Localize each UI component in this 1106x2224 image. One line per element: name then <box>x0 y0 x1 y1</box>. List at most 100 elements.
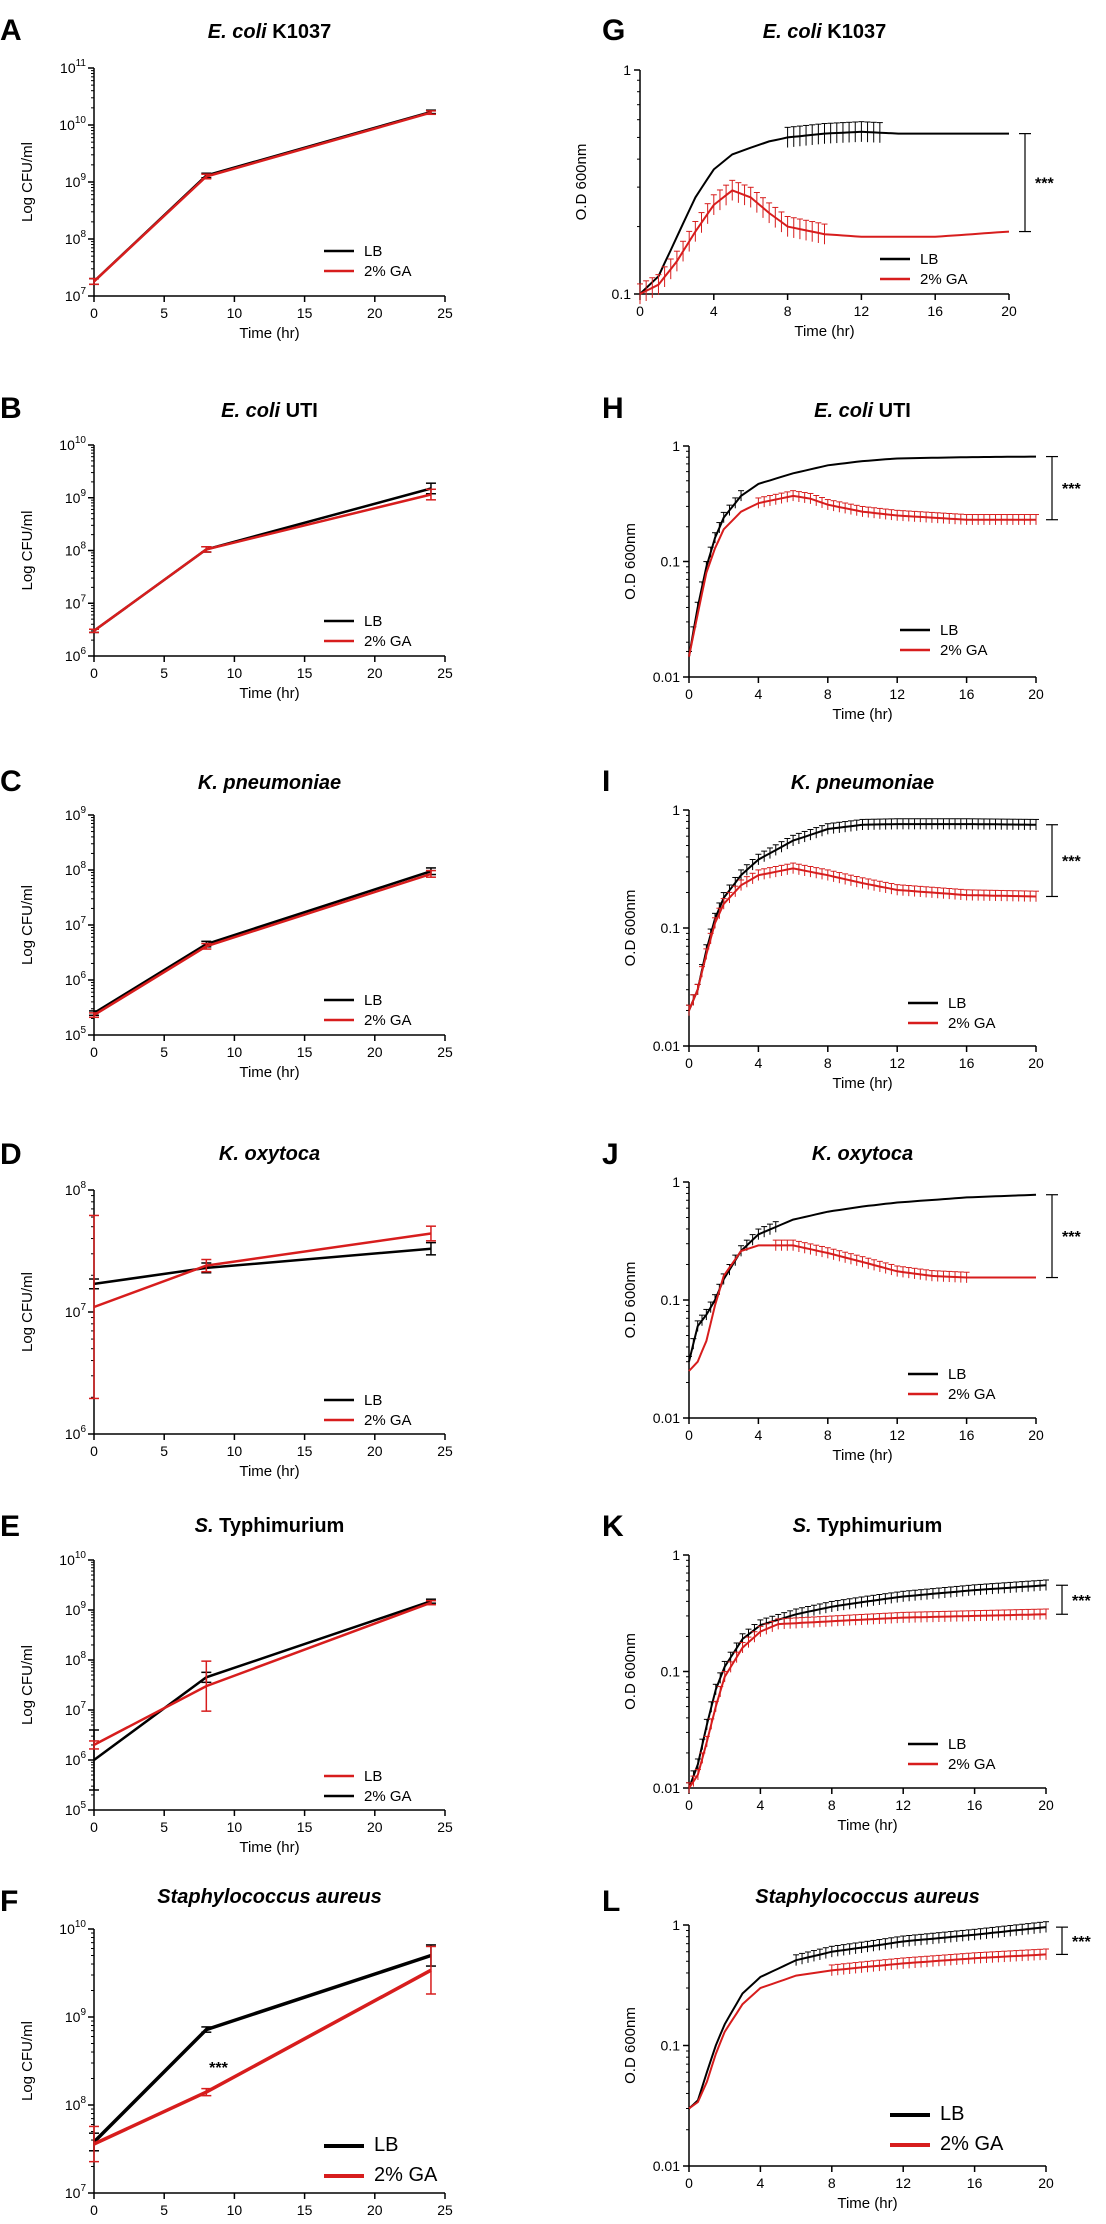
legend-label: LB <box>948 1736 966 1753</box>
y-tick-label: 1 <box>672 1917 680 1933</box>
x-tick-label: 16 <box>959 1427 975 1443</box>
y-axis-label: Log CFU/ml <box>19 510 36 590</box>
y-tick-label: 109 <box>65 488 87 506</box>
series-lb <box>688 1921 1049 2110</box>
series-line <box>93 493 432 632</box>
title-strain: K1037 <box>267 21 332 43</box>
y-tick-label: 108 <box>65 2095 87 2113</box>
legend-label: 2% GA <box>364 1412 412 1429</box>
x-tick-label: 20 <box>367 1044 383 1060</box>
title-species: Staphylococcus aureus <box>755 1886 980 1908</box>
title-species: K. oxytoca <box>812 1143 913 1165</box>
x-tick-label: 0 <box>90 665 98 681</box>
x-tick-label: 15 <box>297 665 313 681</box>
x-tick-label: 0 <box>685 686 693 702</box>
series-lb <box>686 818 1039 1016</box>
series-line <box>93 1232 432 1309</box>
x-tick-label: 4 <box>755 1427 763 1443</box>
legend-label: LB <box>948 995 966 1012</box>
x-tick-label: 4 <box>757 1797 765 1813</box>
x-tick-label: 8 <box>824 1055 832 1071</box>
x-axis-label: Time (hr) <box>837 1817 897 1834</box>
x-tick-label: 10 <box>227 2202 243 2218</box>
x-tick-label: 5 <box>160 1819 168 1835</box>
series-line <box>688 823 1036 1011</box>
title-species: K. oxytoca <box>219 1143 320 1165</box>
significance-label: *** <box>1062 1229 1081 1246</box>
legend: LB 2% GA <box>324 992 412 1029</box>
legend: LB 2% GA <box>908 995 996 1032</box>
series-2ga <box>89 110 436 286</box>
x-tick-label: 8 <box>828 1797 836 1813</box>
legend-label: 2% GA <box>364 1012 412 1029</box>
x-axis-label: Time (hr) <box>239 1463 299 1480</box>
x-tick-label: 0 <box>685 1055 693 1071</box>
y-axis-label: Log CFU/ml <box>19 1645 36 1725</box>
y-axis-label: Log CFU/ml <box>19 142 36 222</box>
panel-label: G <box>602 14 625 47</box>
y-tick-label: 1 <box>623 62 631 78</box>
panel-label: A <box>0 14 22 47</box>
y-tick-label: 106 <box>65 1424 87 1442</box>
title-strain: Typhimurium <box>812 1515 943 1537</box>
legend-label: LB <box>364 992 382 1009</box>
legend-label: 2% GA <box>940 642 988 659</box>
series-2ga <box>688 1948 1049 2110</box>
y-tick-label: 109 <box>65 1600 87 1618</box>
x-tick-label: 10 <box>227 665 243 681</box>
panel-H: H E. coli UTI 0 4 8 12 16 20 0.01 0.1 1 Time (hr) O.… <box>602 392 1081 723</box>
y-axis-label: Log CFU/ml <box>19 2021 36 2101</box>
chart-title: K. oxytoca <box>812 1143 913 1165</box>
x-tick-label: 12 <box>889 686 905 702</box>
series-lb <box>686 1193 1037 1368</box>
y-tick-label: 106 <box>65 970 87 988</box>
y-tick-label: 1 <box>672 1174 680 1190</box>
series-lb <box>89 1598 436 1791</box>
panel-label: J <box>602 1138 619 1171</box>
x-tick-label: 20 <box>367 1443 383 1459</box>
panel-G: G E. coli K1037 0 4 8 12 16 20 0.1 1 Time (hr) O.D … <box>573 14 1054 340</box>
panel-D: D K. oxytoca 0 5 10 15 20 25 106 107 108 Time (hr) L… <box>0 1138 453 1480</box>
y-tick-exponent: 6 <box>80 646 86 657</box>
legend-label: 2% GA <box>920 271 968 288</box>
x-tick-label: 0 <box>685 2175 693 2191</box>
x-tick-label: 8 <box>828 2175 836 2191</box>
y-tick-exponent: 11 <box>76 58 87 69</box>
chart-title: S. Typhimurium <box>195 1515 345 1537</box>
x-tick-label: 20 <box>367 1819 383 1835</box>
y-tick-label: 107 <box>65 1302 87 1320</box>
y-tick-exponent: 8 <box>80 2095 86 2106</box>
title-species: K. pneumoniae <box>198 772 341 794</box>
x-axis-label: Time (hr) <box>239 2222 299 2224</box>
legend-label: LB <box>364 613 382 630</box>
chart-title: E. coli UTI <box>814 400 911 422</box>
x-tick-label: 25 <box>437 665 453 681</box>
y-tick-label: 1010 <box>59 115 86 133</box>
chart-title: S. Typhimurium <box>793 1515 943 1537</box>
y-tick-exponent: 8 <box>80 860 86 871</box>
x-tick-label: 0 <box>90 1443 98 1459</box>
x-tick-label: 5 <box>160 1443 168 1459</box>
series-line <box>93 1247 432 1286</box>
x-axis-label: Time (hr) <box>832 1447 892 1464</box>
y-tick-label: 0.01 <box>653 2158 680 2174</box>
x-tick-label: 25 <box>437 2202 453 2218</box>
y-tick-label: 1 <box>672 1547 680 1563</box>
legend-label: 2% GA <box>948 1386 996 1403</box>
y-tick-label: 1011 <box>60 58 86 76</box>
series-2ga <box>89 869 436 1019</box>
y-tick-label: 107 <box>65 915 87 933</box>
legend-label: 2% GA <box>374 2164 438 2186</box>
x-tick-label: 4 <box>755 686 763 702</box>
significance-label: *** <box>1062 854 1081 871</box>
x-tick-label: 20 <box>1001 303 1017 319</box>
legend-label: LB <box>374 2134 398 2156</box>
y-axis-label: Log CFU/ml <box>19 1272 36 1352</box>
chart-title: K. pneumoniae <box>198 772 341 794</box>
y-tick-exponent: 10 <box>75 115 87 126</box>
y-tick-label: 108 <box>65 541 87 559</box>
series-lb <box>686 455 1036 662</box>
title-species: E. coli <box>221 400 280 422</box>
